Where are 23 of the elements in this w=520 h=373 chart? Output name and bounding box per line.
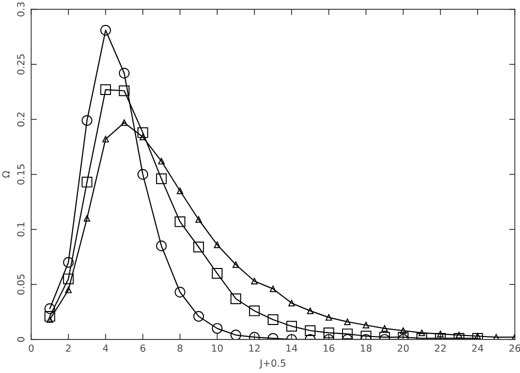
- x-tick-label: 8: [178, 344, 182, 352]
- x-tick-label: 6: [140, 344, 146, 352]
- x-tick-label: 12: [249, 344, 260, 352]
- x-tick-label: 2: [66, 344, 71, 352]
- y-tick-label: 0.2: [17, 112, 24, 126]
- x-tick-label: 14: [286, 344, 298, 352]
- y-tick-label: 0.1: [17, 222, 24, 236]
- y-tick-label: 0.25: [17, 54, 24, 75]
- y-tick-label: 0.05: [17, 274, 24, 295]
- x-tick-label: 4: [102, 344, 108, 352]
- x-tick-label: 10: [212, 344, 223, 352]
- x-axis-title: J+0.5: [259, 359, 286, 369]
- y-tick-label: 0.15: [17, 164, 24, 185]
- x-tick-label: 22: [434, 344, 446, 352]
- x-tick-label: 20: [398, 344, 409, 352]
- x-tick-label: 16: [324, 344, 334, 352]
- x-tick-label: 0: [28, 344, 34, 352]
- x-tick-label: 26: [509, 344, 520, 352]
- x-tick-label: 24: [472, 344, 484, 352]
- y-tick-label: 0.3: [17, 2, 24, 16]
- y-axis-title: Ω: [2, 171, 10, 178]
- x-tick-label: 18: [360, 344, 372, 352]
- y-tick-label: 0: [17, 336, 24, 342]
